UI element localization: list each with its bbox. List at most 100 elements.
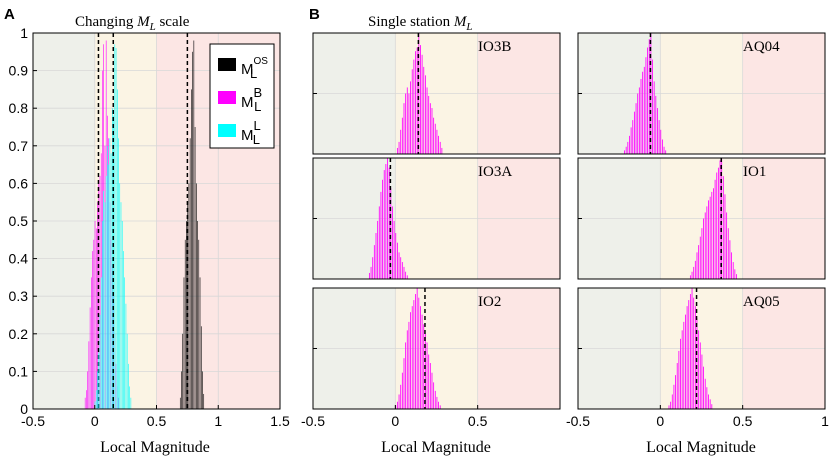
subplot-io3a-bar-io3a xyxy=(390,188,392,279)
subplot-aq05-bar-aq05 xyxy=(706,387,708,409)
subplot-io3a-bar-io3a xyxy=(382,179,384,279)
subplot-io2-bar-io2 xyxy=(398,394,400,409)
subplot-io1-bar-io1 xyxy=(698,245,700,279)
subplot-io3b-bar-io3b xyxy=(433,117,435,154)
panel-a-bar-ml-os xyxy=(184,239,186,409)
subplot-aq04-bar-aq04 xyxy=(657,108,658,154)
subplot-aq04-bar-aq04 xyxy=(630,127,632,154)
panel-a-bar-ml-l xyxy=(126,333,128,409)
subplot-io1-bar-io1 xyxy=(708,200,709,279)
subplot-aq04-bar-aq04 xyxy=(637,93,639,154)
panel-a-bar-ml-os xyxy=(197,221,198,409)
panel-a-bar-ml-l xyxy=(110,153,112,409)
subplot-io3b-bar-io3b xyxy=(411,69,413,154)
subplot-aq05-bar-aq05 xyxy=(683,321,685,409)
subplot-io3b-bar-io3b xyxy=(408,93,410,154)
subplot-aq04-bar-aq04 xyxy=(627,141,629,154)
panel-a-bar-ml-os xyxy=(202,371,203,409)
subplot-io2-xtick-label: 0 xyxy=(391,413,399,429)
panel-a-bar-ml-l xyxy=(123,251,124,409)
panel-a-bar-ml-l xyxy=(105,175,107,409)
subplot-io3b-bar-io3b xyxy=(439,141,441,154)
panel-a-bar-ml-os xyxy=(187,202,188,409)
subplot-aq05-bar-aq05 xyxy=(678,350,680,409)
subplot-aq05-bar-aq05 xyxy=(694,306,696,409)
panel-a-bar-ml-os xyxy=(186,221,187,409)
subplot-io3b-bar-io3b xyxy=(420,45,421,154)
subplot-io3b-bar-io3b xyxy=(401,117,403,154)
panel-a-bar-ml-l xyxy=(129,386,130,409)
subplot-io3a-bar-io3a xyxy=(405,271,407,279)
subplot-io3a-bar-io3a xyxy=(372,257,374,279)
panel-a-bar-ml-l xyxy=(114,44,116,409)
subplot-aq05-bar-aq05 xyxy=(676,363,678,409)
subplot-io1-bar-io1 xyxy=(722,176,724,279)
subplot-aq04-bar-aq04 xyxy=(663,146,665,154)
panel-a-bar-ml-os xyxy=(192,51,193,410)
subplot-aq05-bar-aq05 xyxy=(675,375,676,409)
panel-a-title: Changing ML scale xyxy=(75,14,190,34)
legend-label-ml-l: ML L xyxy=(241,118,261,147)
subplot-io2: -0.500.51IO2 xyxy=(301,287,561,429)
subplot-io3a-bar-io3a xyxy=(393,220,395,279)
subplot-io1-bar-io1 xyxy=(711,191,713,279)
panel-a-bar-ml-os xyxy=(191,89,192,410)
subplot-io3b-bar-io3b xyxy=(418,33,420,154)
panel-a-bar-ml-b xyxy=(91,277,92,409)
station-label: IO3B xyxy=(478,39,511,55)
subplot-aq05-xtick-label: 0 xyxy=(656,413,664,429)
panel-a-bar-ml-l xyxy=(130,397,132,409)
subplot-io3a-bar-io3a xyxy=(378,206,380,279)
subplot-aq04-bar-aq04 xyxy=(642,71,644,154)
subplot-io1-bar-io1 xyxy=(693,266,695,279)
subplot-io3b-bar-io3b xyxy=(429,103,431,154)
panel-a-xtick-label: 0.5 xyxy=(147,413,167,429)
subplot-io1-bar-io1 xyxy=(694,260,696,279)
panel-a-bar-ml-l xyxy=(95,390,97,409)
panel-a-bar-ml-l xyxy=(116,89,118,410)
subplot-io3b-bar-io3b xyxy=(413,59,415,155)
subplot-aq04-bar-aq04 xyxy=(629,135,630,154)
subplot-io3b-bar-io3b xyxy=(428,95,430,154)
panel-label-b: B xyxy=(309,6,320,23)
subplot-aq04-bar-aq04 xyxy=(652,59,653,155)
subplot-io1-bar-io1 xyxy=(691,271,693,279)
subplot-io3b-bar-io3b xyxy=(431,108,433,154)
panel-b-title: Single station ML xyxy=(368,14,472,33)
subplot-io1-bar-io1 xyxy=(731,252,732,279)
panel-a-bar-ml-l xyxy=(99,315,101,409)
subplot-io2-bar-io2 xyxy=(413,300,415,409)
subplot-aq05-bar-aq05 xyxy=(708,394,709,409)
subplot-aq04-bar-aq04 xyxy=(632,120,634,154)
panel-a-xtick-label: 0 xyxy=(91,413,99,429)
subplot-io1-bar-io1 xyxy=(726,212,728,279)
legend-swatch-ml-b xyxy=(218,91,236,104)
panel-a-bar-ml-l xyxy=(102,221,103,409)
subplot-io3b-bar-io3b xyxy=(398,141,400,154)
subplot-io2-bar-io2 xyxy=(418,297,420,409)
subplot-io2-bar-io2 xyxy=(415,294,416,409)
panel-a-ytick-label: 0.2 xyxy=(9,326,29,342)
subplot-io3b-bar-io3b xyxy=(403,103,405,154)
subplot-io3a-bar-io3a xyxy=(385,164,387,279)
panel-a-bar-ml-os xyxy=(188,183,190,409)
subplot-aq05-bar-aq05 xyxy=(668,405,670,409)
subplot-io1-bar-io1 xyxy=(703,218,704,279)
subplot-io3b-bar-io3b xyxy=(436,129,438,154)
panel-a-bar-ml-b xyxy=(97,202,98,409)
panel-a-xlabel: Local Magnitude xyxy=(100,439,210,456)
station-label: IO3A xyxy=(478,164,512,180)
subplot-io2-xtick-label: -0.5 xyxy=(301,413,325,429)
subplot-io2-bar-io2 xyxy=(424,333,426,409)
subplot-io3a-bar-io3a xyxy=(368,272,370,279)
legend-label-ml-b: MB L xyxy=(241,85,262,114)
subplot-io3b-bar-io3b xyxy=(410,81,411,154)
panel-a-bar-ml-os xyxy=(196,183,197,409)
panel-a-ytick-label: 1 xyxy=(20,25,28,41)
subplot-io3a-bar-io3a xyxy=(370,266,372,279)
subplot-aq05-bar-aq05 xyxy=(680,338,681,409)
subplot-io3b-bar-io3b xyxy=(415,51,416,154)
subplot-io2-bar-io2 xyxy=(406,330,408,409)
subplot-io1: IO1 xyxy=(577,157,826,280)
subplot-io2-bar-io2 xyxy=(411,306,413,409)
